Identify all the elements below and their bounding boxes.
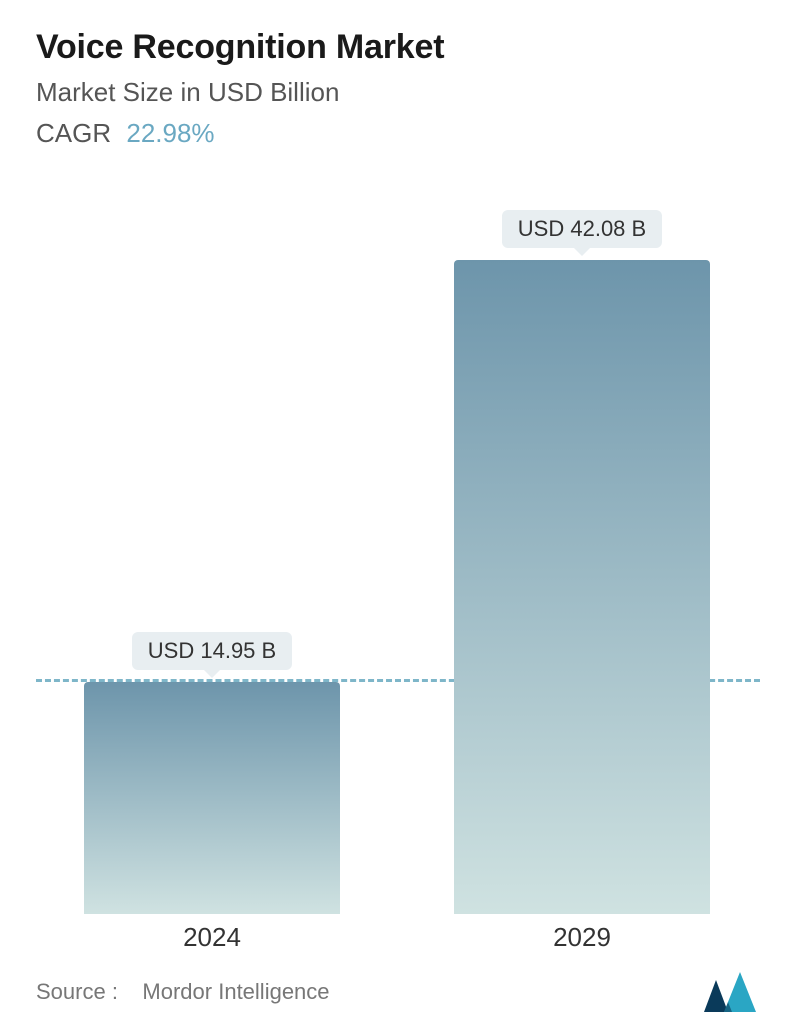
chart-plot-area: USD 14.95 B USD 42.08 B — [36, 200, 760, 914]
cagr-label: CAGR — [36, 118, 111, 148]
chart-title: Voice Recognition Market — [36, 28, 760, 67]
chart-header: Voice Recognition Market Market Size in … — [0, 0, 796, 149]
chart-subtitle: Market Size in USD Billion — [36, 77, 760, 108]
brand-logo-icon — [704, 972, 766, 1012]
x-axis-category: 2029 — [553, 922, 611, 953]
source-prefix: Source : — [36, 979, 118, 1004]
bar-value-label: USD 42.08 B — [502, 210, 662, 248]
bar-group: USD 42.08 B — [454, 210, 710, 914]
bar-group: USD 14.95 B — [84, 632, 340, 914]
x-axis-category: 2024 — [183, 922, 241, 953]
x-axis-labels: 2024 2029 — [36, 922, 760, 962]
cagr-row: CAGR 22.98% — [36, 118, 760, 149]
logo-triangle-dark — [704, 980, 728, 1012]
bar — [84, 682, 340, 914]
source-name: Mordor Intelligence — [142, 979, 329, 1004]
chart-footer: Source : Mordor Intelligence — [36, 972, 766, 1012]
bar-value-label: USD 14.95 B — [132, 632, 292, 670]
bar — [454, 260, 710, 914]
source-attribution: Source : Mordor Intelligence — [36, 979, 330, 1005]
cagr-value: 22.98% — [126, 118, 214, 148]
